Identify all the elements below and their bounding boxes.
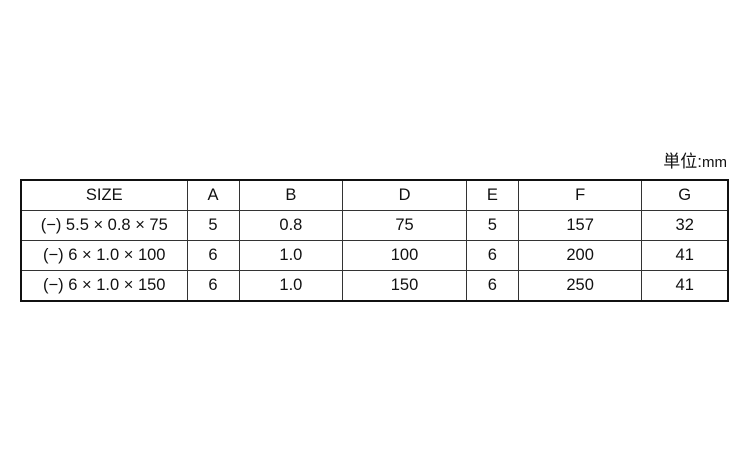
unit-label: 単位:mm bbox=[663, 152, 727, 173]
table-cell: 6 bbox=[186, 270, 240, 302]
unit-value: mm bbox=[702, 154, 727, 171]
table-cell: 75 bbox=[342, 210, 467, 241]
table-cell: 1.0 bbox=[238, 270, 344, 302]
column-header: F bbox=[517, 179, 643, 211]
table-cell: (−) 6 × 1.0 × 150 bbox=[20, 270, 188, 302]
table-cell: 6 bbox=[465, 270, 519, 302]
table-row: (−) 6 × 1.0 × 100 6 1.0 100 6 200 41 bbox=[20, 240, 729, 271]
dimensions-table: SIZE A B D E F G (−) 5.5 × 0.8 × 75 5 0.8 75 5 157 32… bbox=[20, 179, 729, 302]
unit-label-text: 単位 bbox=[663, 152, 698, 171]
table-row: (−) 5.5 × 0.8 × 75 5 0.8 75 5 157 32 bbox=[20, 210, 729, 241]
table-cell: 41 bbox=[641, 240, 729, 271]
table-cell: 5 bbox=[186, 210, 240, 241]
table-cell: 157 bbox=[517, 210, 643, 241]
table-cell: (−) 6 × 1.0 × 100 bbox=[20, 240, 188, 271]
table-cell: 32 bbox=[641, 210, 729, 241]
table-cell: 6 bbox=[465, 240, 519, 271]
column-header: A bbox=[186, 179, 240, 211]
column-header: E bbox=[465, 179, 519, 211]
unit-separator: : bbox=[697, 152, 702, 171]
column-header: B bbox=[238, 179, 344, 211]
table-cell: 41 bbox=[641, 270, 729, 302]
table-cell: 150 bbox=[342, 270, 467, 302]
column-header: SIZE bbox=[20, 179, 188, 211]
table-cell: 100 bbox=[342, 240, 467, 271]
table-cell: (−) 5.5 × 0.8 × 75 bbox=[20, 210, 188, 241]
table-cell: 250 bbox=[517, 270, 643, 302]
column-header: D bbox=[342, 179, 467, 211]
table-cell: 1.0 bbox=[238, 240, 344, 271]
table-cell: 0.8 bbox=[238, 210, 344, 241]
column-header: G bbox=[641, 179, 729, 211]
table-row: (−) 6 × 1.0 × 150 6 1.0 150 6 250 41 bbox=[20, 270, 729, 302]
table-cell: 6 bbox=[186, 240, 240, 271]
table-cell: 200 bbox=[517, 240, 643, 271]
table-header-row: SIZE A B D E F G bbox=[20, 179, 729, 211]
table-cell: 5 bbox=[465, 210, 519, 241]
